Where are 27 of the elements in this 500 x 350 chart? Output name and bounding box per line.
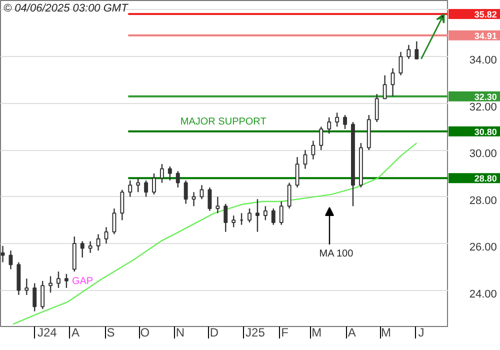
ref-line-label: 32.30 <box>474 92 497 102</box>
ref-line-label: 35.82 <box>474 10 497 20</box>
x-tick-label: A <box>348 326 356 340</box>
ref-line-label: 34.91 <box>474 30 497 41</box>
ref-line-label: 28.80 <box>474 174 497 184</box>
x-tick-label: J24 <box>37 326 58 340</box>
x-tick-label: S <box>106 326 115 340</box>
y-tick-label: 24.00 <box>469 288 497 300</box>
x-tick-label: J <box>418 326 424 340</box>
x-tick-label: F <box>281 326 288 340</box>
y-tick-label: 32.00 <box>469 101 497 114</box>
annotation: MAJOR SUPPORT <box>180 116 266 128</box>
annotation: © 04/06/2025 03:00 GMT <box>4 2 130 14</box>
x-tick-label: J25 <box>246 326 266 340</box>
x-tick-label: N <box>176 326 184 340</box>
annotation: MA 100 <box>319 248 354 260</box>
y-tick-label: 28.00 <box>469 194 497 207</box>
y-tick-label: 30.00 <box>469 148 497 160</box>
x-tick-label: M <box>312 326 322 340</box>
x-tick-label: A <box>72 326 80 340</box>
x-tick-label: D <box>210 326 219 340</box>
x-tick-label: O <box>140 326 150 340</box>
x-tick-label: M <box>380 326 391 340</box>
y-tick-label: 26.00 <box>469 242 497 254</box>
annotation: GAP <box>72 276 94 287</box>
ref-line-label: 30.80 <box>474 126 497 137</box>
y-tick-label: 34.00 <box>469 54 497 67</box>
